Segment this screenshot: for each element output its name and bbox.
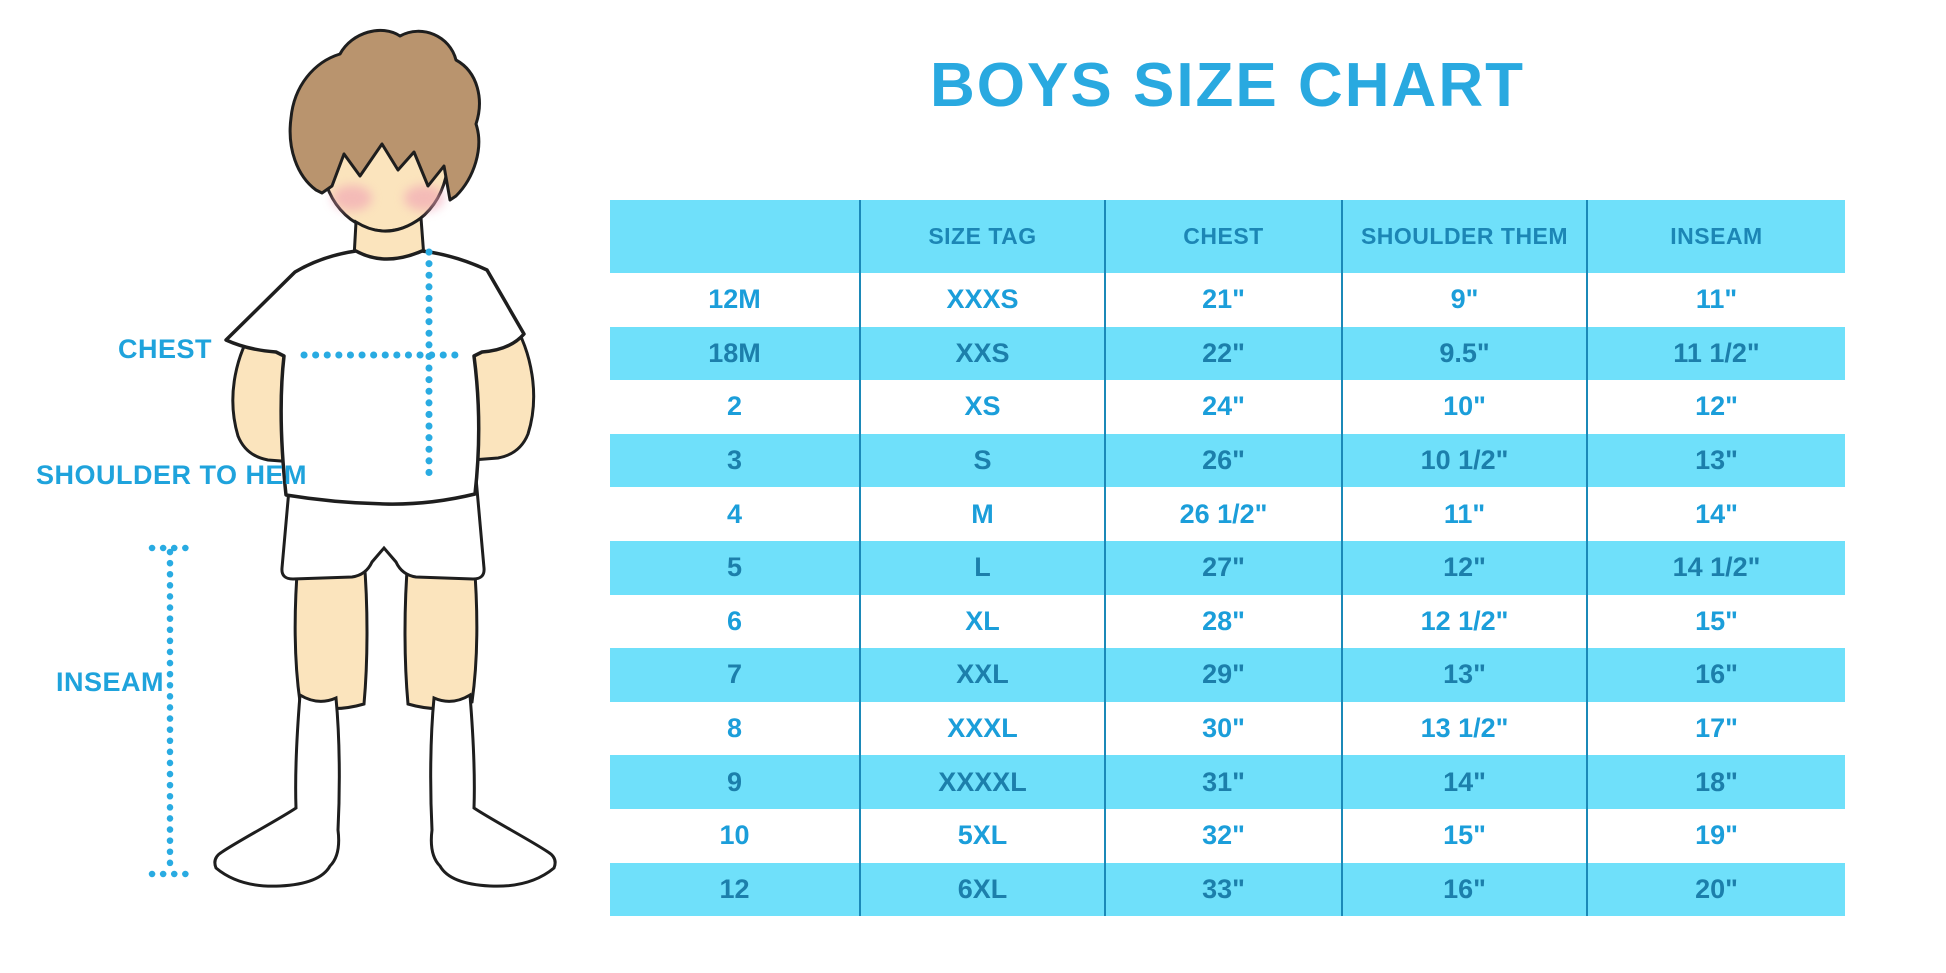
boy-hair (288, 28, 481, 202)
table-cell: 22" (1104, 326, 1342, 381)
header-row: SIZE TAG CHEST SHOULDER THEM INSEAM (610, 200, 1845, 273)
table-cell: 3 (610, 433, 860, 488)
table-cell: XXS (859, 326, 1105, 381)
table-cell: 9.5" (1341, 326, 1587, 381)
table-cell: 11" (1341, 487, 1587, 541)
table-cell: 15" (1586, 594, 1845, 649)
table-cell: 7 (610, 648, 860, 702)
table-cell: 24" (1104, 380, 1342, 434)
table-cell: 12M (610, 273, 860, 327)
table-cell: XXXL (859, 701, 1105, 756)
table-cell: 12 (610, 862, 860, 917)
table-cell: 6XL (859, 862, 1105, 917)
boy-right-leg (403, 556, 479, 711)
table-row-3: 3 S 26" 10 1/2" 13" (610, 433, 1845, 488)
size-table-header: SIZE TAG CHEST SHOULDER THEM INSEAM (610, 200, 1845, 273)
inseam-label: INSEAM (56, 667, 165, 697)
table-row-12: 12 6XL 33" 16" 20" (610, 862, 1845, 917)
table-cell: 12 1/2" (1341, 594, 1587, 649)
table-cell: 13" (1586, 433, 1845, 488)
boy-shirt (224, 249, 526, 506)
boy-left-sock (213, 692, 341, 888)
boy-right-cheek (404, 185, 444, 211)
table-row-6: 6 XL 28" 12 1/2" 15" (610, 594, 1845, 649)
shoulder-to-hem-label: SHOULDER TO HEM (36, 460, 308, 490)
table-cell: 5XL (859, 808, 1105, 863)
table-cell: XL (859, 594, 1105, 649)
table-cell: 26" (1104, 433, 1342, 488)
page-title: BOYS SIZE CHART (930, 51, 1525, 120)
table-cell: 33" (1104, 862, 1342, 917)
table-cell: 12" (1341, 540, 1587, 595)
table-cell: 18" (1586, 755, 1845, 809)
column-header-size-tag: SIZE TAG (859, 200, 1105, 273)
table-cell: 32" (1104, 808, 1342, 863)
table-cell: 21" (1104, 273, 1342, 327)
table-row-5: 5 L 27" 12" 14 1/2" (610, 540, 1845, 595)
table-row-8: 8 XXXL 30" 13 1/2" 17" (610, 701, 1845, 756)
column-header-inseam: INSEAM (1586, 200, 1845, 273)
table-row-4: 4 M 26 1/2" 11" 14" (610, 487, 1845, 541)
boy-left-cheek (332, 185, 372, 211)
table-cell: 16" (1586, 648, 1845, 702)
table-cell: 30" (1104, 701, 1342, 756)
table-cell: 11 1/2" (1586, 326, 1845, 381)
boy-measurement-figure: CHEST SHOULDER TO HEM INSEAM (0, 0, 560, 973)
boy-left-leg (293, 556, 369, 711)
table-cell: 14" (1341, 755, 1587, 809)
boy-right-sock (429, 692, 557, 888)
column-header-size (610, 200, 860, 273)
table-cell: 17" (1586, 701, 1845, 756)
table-cell: 10 (610, 808, 860, 863)
table-cell: 11" (1586, 273, 1845, 327)
table-cell: 9" (1341, 273, 1587, 327)
table-cell: M (859, 487, 1105, 541)
table-cell: 9 (610, 755, 860, 809)
table-cell: 14 1/2" (1586, 540, 1845, 595)
table-cell: 10 1/2" (1341, 433, 1587, 488)
table-cell: 8 (610, 701, 860, 756)
table-cell: 13 1/2" (1341, 701, 1587, 756)
table-cell: 29" (1104, 648, 1342, 702)
table-cell: 19" (1586, 808, 1845, 863)
table-cell: 6 (610, 594, 860, 649)
size-table: SIZE TAG CHEST SHOULDER THEM INSEAM 12M XXXS… (610, 200, 1845, 917)
table-cell: 26 1/2" (1104, 487, 1342, 541)
table-cell: 20" (1586, 862, 1845, 917)
table-row-7: 7 XXL 29" 13" 16" (610, 648, 1845, 702)
column-header-shoulder-them: SHOULDER THEM (1341, 200, 1587, 273)
table-row-10: 10 5XL 32" 15" 19" (610, 808, 1845, 863)
table-cell: S (859, 433, 1105, 488)
table-cell: 15" (1341, 808, 1587, 863)
table-cell: 27" (1104, 540, 1342, 595)
table-cell: XS (859, 380, 1105, 434)
table-cell: XXL (859, 648, 1105, 702)
table-cell: 4 (610, 487, 860, 541)
table-cell: 28" (1104, 594, 1342, 649)
table-row-18m: 18M XXS 22" 9.5" 11 1/2" (610, 326, 1845, 381)
table-cell: XXXS (859, 273, 1105, 327)
table-cell: 31" (1104, 755, 1342, 809)
table-cell: 12" (1586, 380, 1845, 434)
table-row-12m: 12M XXXS 21" 9" 11" (610, 273, 1845, 327)
table-row-2: 2 XS 24" 10" 12" (610, 380, 1845, 434)
table-cell: 14" (1586, 487, 1845, 541)
size-table-body: 12M XXXS 21" 9" 11" 18M XXS 22" 9.5" 11 1/2" 2 XS 24… (610, 273, 1845, 917)
table-cell: 16" (1341, 862, 1587, 917)
table-cell: XXXXL (859, 755, 1105, 809)
table-cell: 2 (610, 380, 860, 434)
table-cell: 13" (1341, 648, 1587, 702)
table-cell: 5 (610, 540, 860, 595)
table-cell: 10" (1341, 380, 1587, 434)
table-row-9: 9 XXXXL 31" 14" 18" (610, 755, 1845, 809)
column-header-chest: CHEST (1104, 200, 1342, 273)
table-cell: 18M (610, 326, 860, 381)
boy-illustration (148, 28, 557, 888)
chest-label: CHEST (118, 334, 213, 364)
table-cell: L (859, 540, 1105, 595)
